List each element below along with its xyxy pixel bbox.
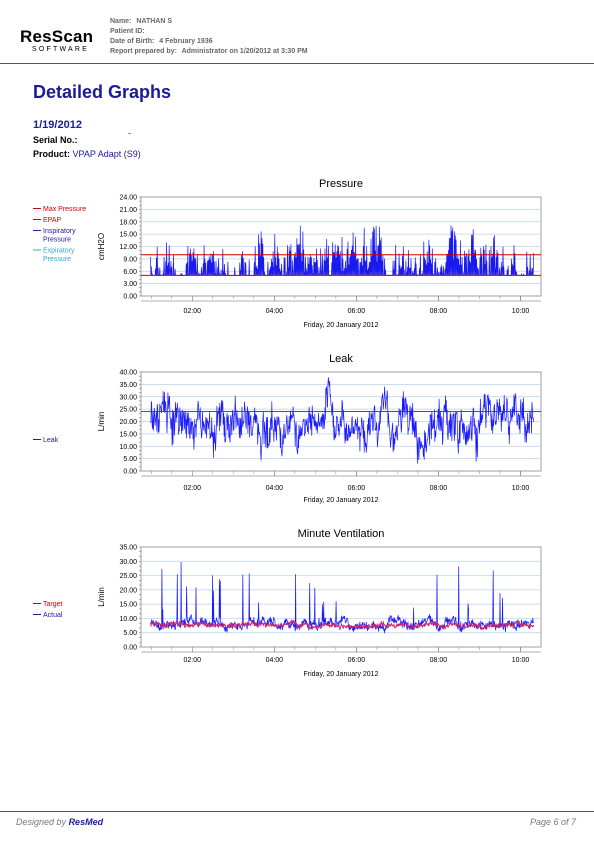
resscan-logo: ResScan SOFTWARE: [20, 28, 104, 54]
pressure-legend-label: Pressure: [43, 256, 71, 263]
patient-name-row: Name: NATHAN S: [110, 17, 308, 27]
minute-ventilation-legend-label: Actual: [43, 612, 63, 619]
pressure-x-tick-label: 10:00: [512, 308, 530, 315]
logo-subtitle: SOFTWARE: [32, 46, 90, 53]
minute-ventilation-y-tick-label: 30.00: [119, 559, 137, 566]
minute-ventilation-x-tick-label: 04:00: [266, 657, 284, 664]
leak-y-tick-label: 40.00: [119, 370, 137, 377]
leak-x-tick-label: 08:00: [430, 485, 448, 492]
minute-ventilation-series-target: [150, 618, 535, 631]
pressure-x-tick-label: 06:00: [348, 308, 366, 315]
session-date: 1/19/2012: [33, 119, 82, 131]
pressure-x-axis-label: Friday, 20 January 2012: [304, 322, 379, 329]
leak-x-tick-label: 02:00: [184, 485, 202, 492]
logo-wordmark: ResScan: [20, 27, 94, 46]
product-value: VPAP Adapt (S9): [72, 149, 141, 159]
report-prepared-row: Report prepared by: Administrator on 1/2…: [110, 47, 308, 57]
patient-id-row: Patient ID:: [110, 27, 308, 37]
minute-ventilation-y-tick-label: 25.00: [119, 573, 137, 580]
pressure-y-tick-label: 21.00: [119, 207, 137, 214]
footer-divider: [0, 811, 594, 812]
leak-y-tick-label: 25.00: [119, 407, 137, 414]
patient-name: NATHAN S: [136, 18, 173, 25]
patient-dob-row: Date of Birth: 4 February 1936: [110, 37, 308, 47]
minute-ventilation-x-axis-label: Friday, 20 January 2012: [304, 671, 379, 678]
header-divider: [0, 63, 594, 64]
leak-y-tick-label: 20.00: [119, 419, 137, 426]
leak-y-tick-label: 35.00: [119, 382, 137, 389]
minute-ventilation-x-tick-label: 06:00: [348, 657, 366, 664]
product-line: Product: VPAP Adapt (S9): [33, 149, 141, 159]
pressure-y-tick-label: 6.00: [123, 269, 137, 276]
pressure-series-inspiratory-pressure: [150, 225, 534, 277]
pressure-y-tick-label: 9.00: [123, 256, 137, 263]
leak-x-tick-label: 04:00: [266, 485, 284, 492]
leak-y-tick-label: 30.00: [119, 394, 137, 401]
pressure-y-tick-label: 15.00: [119, 232, 137, 239]
serial-value: -: [128, 128, 131, 138]
product-label: Product:: [33, 149, 70, 159]
minute-ventilation-plot-area: [140, 546, 542, 648]
minute-ventilation-y-tick-label: 35.00: [119, 545, 137, 552]
pressure-y-tick-label: 3.00: [123, 281, 137, 288]
minute-ventilation-x-tick-label: 10:00: [512, 657, 530, 664]
leak-y-tick-label: 10.00: [119, 444, 137, 451]
minute-ventilation-legend-label: Target: [43, 601, 63, 608]
pressure-x-tick-label: 04:00: [266, 308, 284, 315]
minute-ventilation-x-tick-label: 08:00: [430, 657, 448, 664]
patient-dob-label: Date of Birth:: [110, 38, 155, 45]
patient-id-label: Patient ID:: [110, 28, 145, 35]
designed-by-text: Designed by: [16, 817, 67, 827]
leak-series-leak: [150, 377, 534, 464]
pressure-x-tick-label: 08:00: [430, 308, 448, 315]
pressure-legend-label: EPAP: [43, 217, 61, 224]
pressure-y-axis-label: cmH2O: [97, 233, 106, 260]
serial-label: Serial No.:: [33, 135, 78, 145]
report-prepared: Administrator on 1/20/2012 at 3:30 PM: [181, 48, 308, 55]
minute-ventilation-y-tick-label: 10.00: [119, 616, 137, 623]
patient-dob: 4 February 1936: [159, 38, 213, 45]
pressure-y-tick-label: 24.00: [119, 195, 137, 202]
pressure-y-tick-label: 18.00: [119, 219, 137, 226]
report-prepared-label: Report prepared by:: [110, 48, 177, 55]
page-title: Detailed Graphs: [33, 82, 172, 102]
minute-ventilation-y-axis-label: L/min: [97, 587, 106, 607]
pressure-x-tick-label: 02:00: [184, 308, 202, 315]
pressure-y-tick-label: 12.00: [119, 244, 137, 251]
minute-ventilation-y-tick-label: 15.00: [119, 602, 137, 609]
patient-name-label: Name:: [110, 18, 132, 25]
pressure-legend-label: Max Pressure: [43, 206, 86, 213]
leak-y-tick-label: 15.00: [119, 431, 137, 438]
leak-x-tick-label: 06:00: [348, 485, 366, 492]
resmed-brand: ResMed: [68, 817, 104, 827]
pressure-legend-label: Expiratory: [43, 248, 75, 255]
leak-y-tick-label: 5.00: [123, 456, 137, 463]
leak-x-tick-label: 10:00: [512, 485, 530, 492]
patient-info: Name: NATHAN S Patient ID: Date of Birth…: [110, 17, 308, 57]
pressure-y-tick-label: 0.00: [123, 294, 137, 301]
footer-credit: Designed by ResMed: [16, 817, 103, 827]
page-number: Page 6 of 7: [529, 817, 576, 827]
minute-ventilation-series-actual: [150, 561, 534, 634]
leak-y-tick-label: 0.00: [123, 469, 137, 476]
pressure-chart-title: Pressure: [319, 178, 363, 190]
leak-y-axis-label: L/min: [97, 412, 106, 432]
leak-chart-title: Leak: [329, 353, 353, 365]
pressure-legend-label: Pressure: [43, 237, 71, 244]
leak-legend-label: Leak: [43, 437, 59, 444]
minute-ventilation-chart-title: Minute Ventilation: [298, 528, 385, 540]
pressure-legend-label: Inspiratory: [43, 228, 76, 235]
minute-ventilation-y-tick-label: 20.00: [119, 587, 137, 594]
minute-ventilation-y-tick-label: 0.00: [123, 645, 137, 652]
minute-ventilation-x-tick-label: 02:00: [184, 657, 202, 664]
leak-x-axis-label: Friday, 20 January 2012: [304, 497, 379, 504]
minute-ventilation-y-tick-label: 5.00: [123, 630, 137, 637]
